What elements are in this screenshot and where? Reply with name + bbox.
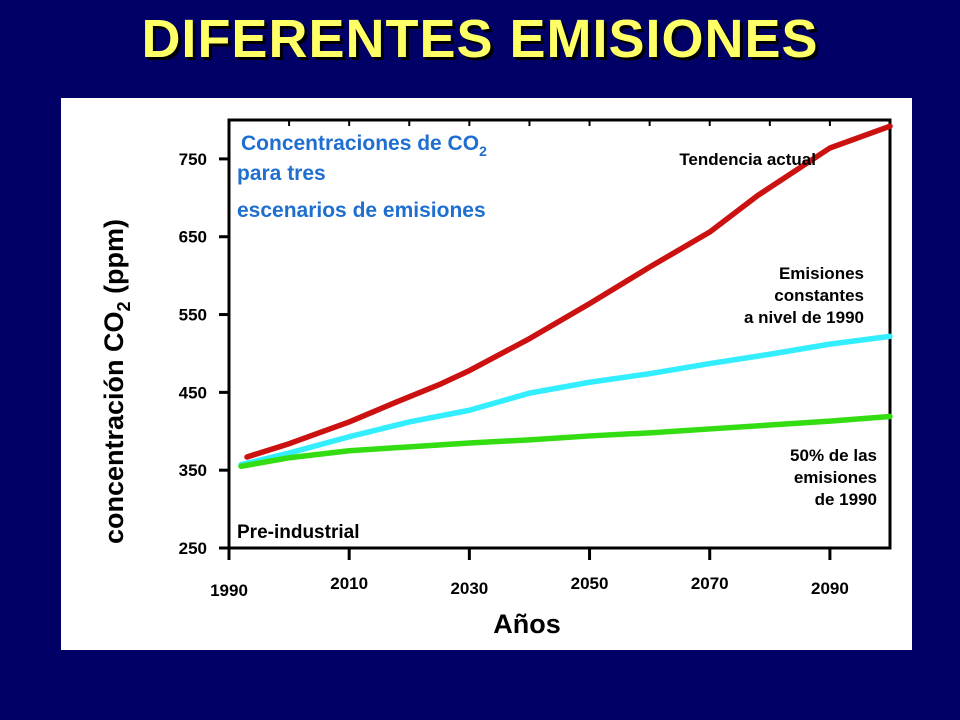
- series-line-1: [244, 123, 893, 460]
- chart-panel: 250 350 450 550 650 750 1990 2010 2030 2050 2070 20…: [61, 98, 912, 650]
- chart-title-line: Concentraciones de CO2: [241, 132, 487, 159]
- slide-title: DIFERENTES EMISIONES: [141, 9, 819, 69]
- x-tick-label: 2050: [571, 574, 609, 593]
- x-tick-label: 2070: [691, 574, 729, 593]
- series-label-1: Tendencia actual: [679, 150, 816, 169]
- chart-title-line: escenarios de emisiones: [237, 199, 486, 222]
- co2-chart: 250 350 450 550 650 750 1990 2010 2030 2050 2070 20…: [99, 118, 893, 639]
- y-tick-label: 750: [179, 150, 207, 169]
- chart-series-lines: [238, 123, 893, 470]
- y-tick-label: 450: [179, 383, 207, 402]
- series-label-2: constantes: [774, 286, 864, 305]
- y-tick-label: 550: [179, 306, 207, 325]
- y-tick-label: 350: [179, 461, 207, 480]
- chart-title-line: para tres: [237, 162, 326, 185]
- series-label-3: emisiones: [794, 468, 877, 487]
- series-label-3: de 1990: [815, 490, 877, 509]
- x-tick-label: 2030: [450, 579, 488, 598]
- series-line-2: [238, 333, 893, 468]
- series-label-2: a nivel de 1990: [744, 308, 864, 327]
- x-tick-label: 2010: [330, 574, 368, 593]
- x-axis-label: Años: [493, 609, 561, 639]
- x-tick-label: 2090: [811, 579, 849, 598]
- y-tick-label: 250: [179, 539, 207, 558]
- y-tick-label: 650: [179, 228, 207, 247]
- chart-labels: 250 350 450 550 650 750 1990 2010 2030 2050 2070 20…: [99, 132, 877, 639]
- plot-frame: [227, 118, 892, 550]
- x-tick-label: 1990: [210, 581, 248, 600]
- pre-industrial-label: Pre-industrial: [237, 522, 359, 543]
- chart-axes: [219, 118, 892, 560]
- y-axis-label: concentración CO2 (ppm): [99, 219, 134, 544]
- series-line-3: [238, 413, 893, 470]
- series-label-2: Emisiones: [779, 264, 864, 283]
- series-label-3: 50% de las: [790, 446, 877, 465]
